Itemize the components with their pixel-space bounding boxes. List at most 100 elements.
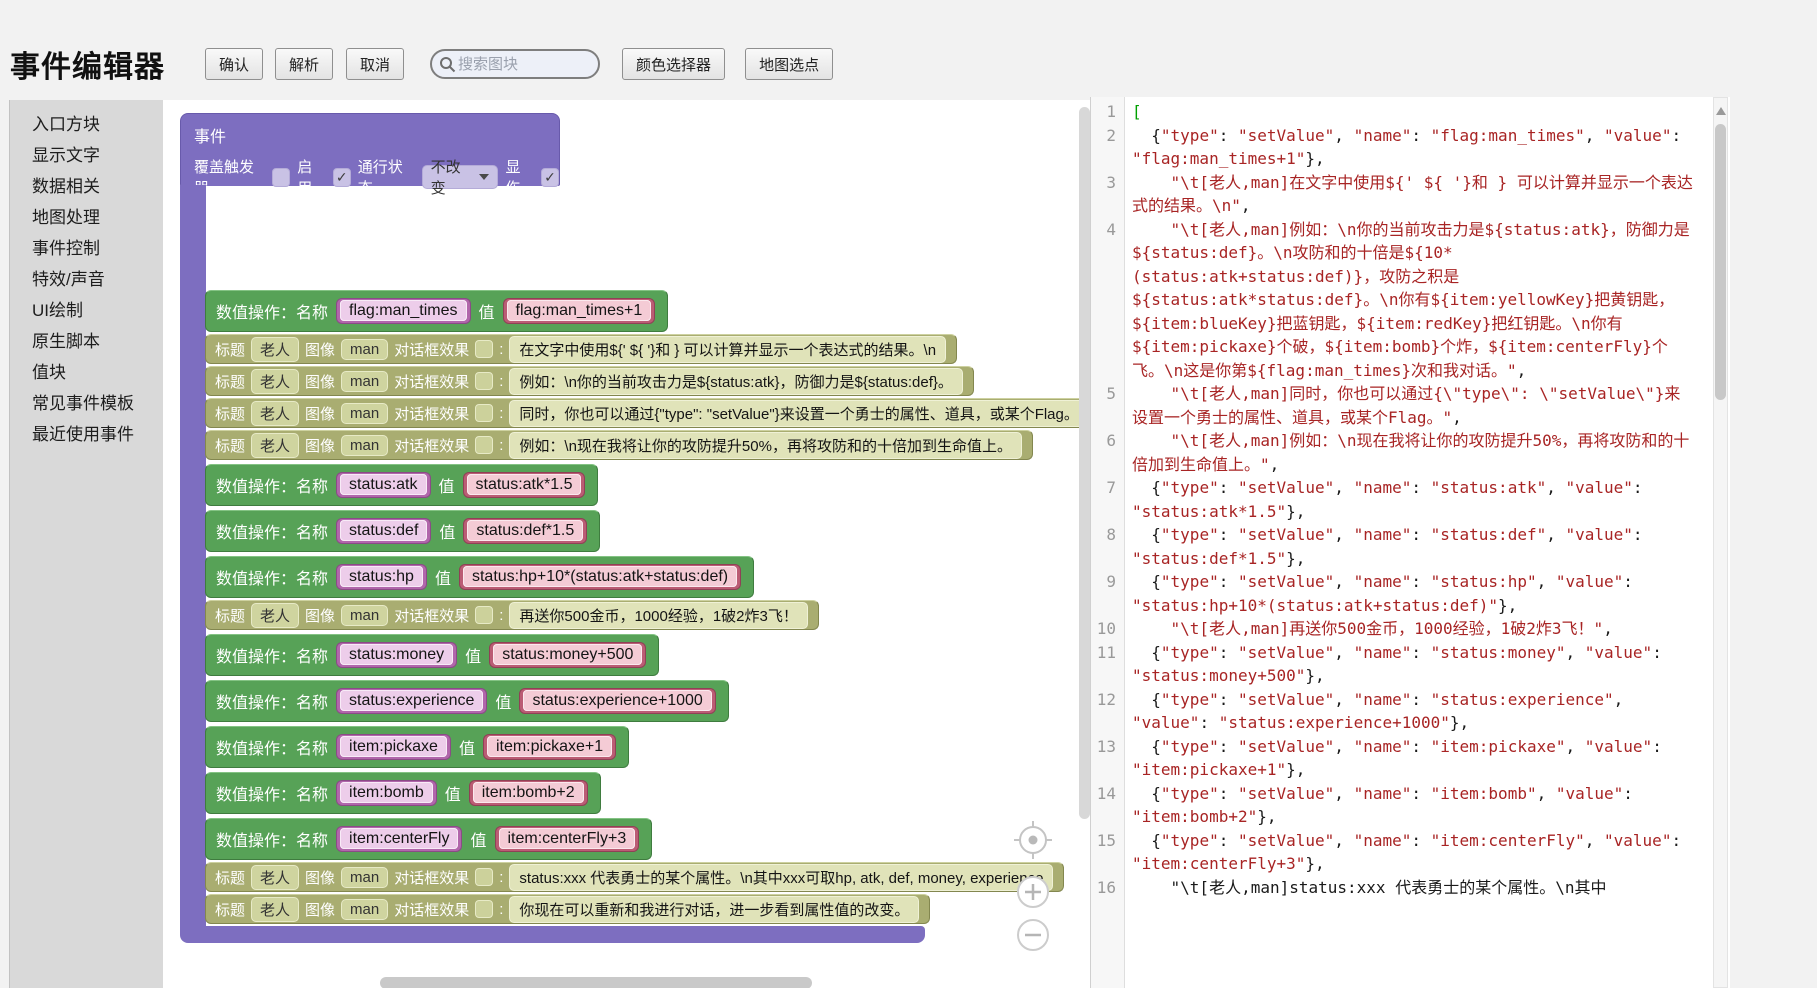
- code-line[interactable]: 9 {"type": "setValue", "name": "status:h…: [1091, 570, 1693, 617]
- workspace-horizontal-scrollbar[interactable]: [380, 977, 812, 988]
- setvalue-block[interactable]: 数值操作：名称 status:money 值 status:money+500: [205, 634, 660, 676]
- name-chip[interactable]: item:pickaxe: [336, 734, 451, 760]
- value-chip[interactable]: item:bomb+2: [468, 780, 588, 806]
- code-editor[interactable]: 1[2 {"type": "setValue", "name": "flag:m…: [1090, 97, 1730, 988]
- setvalue-block[interactable]: 数值操作：名称 flag:man_times 值 flag:man_times+1: [205, 290, 669, 332]
- speaker-field[interactable]: 老人: [251, 432, 300, 458]
- setvalue-block[interactable]: 数值操作：名称 status:def 值 status:def*1.5: [205, 510, 601, 552]
- setvalue-block[interactable]: 数值操作：名称 item:bomb 值 item:bomb+2: [205, 772, 601, 814]
- code-line[interactable]: 14 {"type": "setValue", "name": "item:bo…: [1091, 782, 1693, 829]
- code-text[interactable]: "\t[老人,man]例如：\n你的当前攻击力是${status:atk}，防御…: [1132, 219, 1690, 380]
- zoom-in-button[interactable]: [1017, 876, 1049, 908]
- sidebar-item[interactable]: 入口方块: [32, 115, 100, 134]
- name-field[interactable]: status:hp: [340, 566, 423, 587]
- effect-checkbox[interactable]: [475, 340, 494, 358]
- code-scrollbar-thumb[interactable]: [1715, 124, 1726, 400]
- value-field[interactable]: flag:man_times+1: [506, 300, 652, 321]
- code-line[interactable]: 4 "\t[老人,man]例如：\n你的当前攻击力是${status:atk}，…: [1091, 218, 1693, 383]
- speaker-field[interactable]: 老人: [251, 896, 300, 922]
- checkbox[interactable]: [272, 167, 291, 187]
- dialog-text-field[interactable]: 例如：\n现在我将让你的攻防提升50%，再将攻防和的十倍加到生命值上。: [509, 431, 1022, 459]
- workspace-vertical-scrollbar[interactable]: [1079, 107, 1090, 819]
- value-chip[interactable]: status:experience+1000: [519, 688, 716, 714]
- dialog-text-field[interactable]: 例如：\n你的当前攻击力是${status:atk}，防御力是${status:…: [509, 367, 963, 395]
- image-field[interactable]: man: [341, 434, 389, 456]
- checkbox-checked[interactable]: ✓: [332, 167, 351, 187]
- name-field[interactable]: status:def: [340, 520, 428, 541]
- color-picker-button[interactable]: 颜色选择器: [622, 48, 726, 80]
- checkbox-checked[interactable]: ✓: [540, 167, 559, 187]
- name-chip[interactable]: status:money: [336, 642, 458, 668]
- code-text[interactable]: "\t[老人,man]例如：\n现在我将让你的攻防提升50%，再将攻防和的十倍加…: [1132, 431, 1690, 474]
- value-chip[interactable]: flag:man_times+1: [502, 298, 656, 324]
- map-pick-button[interactable]: 地图选点: [745, 48, 834, 80]
- speaker-field[interactable]: 老人: [251, 368, 300, 394]
- code-text[interactable]: "\t[老人,man]同时，你也可以通过{\"type\": \"setValu…: [1132, 384, 1681, 427]
- sidebar-item[interactable]: 数据相关: [32, 177, 100, 196]
- value-chip[interactable]: status:hp+10*(status:atk+status:def): [458, 564, 742, 590]
- search-input[interactable]: [456, 54, 571, 74]
- value-chip[interactable]: status:atk*1.5: [462, 472, 586, 498]
- dialog-text-field[interactable]: 在文字中使用${' ${ '}和 } 可以计算并显示一个表达式的结果。\n: [509, 335, 947, 363]
- name-field[interactable]: item:bomb: [340, 782, 433, 803]
- value-field[interactable]: status:experience+1000: [523, 690, 712, 711]
- code-text[interactable]: {"type": "setValue", "name": "status:atk…: [1132, 478, 1653, 521]
- value-field[interactable]: item:bomb+2: [472, 782, 584, 803]
- sidebar-item[interactable]: 最近使用事件: [32, 425, 134, 444]
- sidebar-item[interactable]: 原生脚本: [32, 332, 100, 351]
- code-line[interactable]: 5 "\t[老人,man]同时，你也可以通过{\"type\": \"setVa…: [1091, 382, 1693, 429]
- code-text[interactable]: {"type": "setValue", "name": "status:mon…: [1132, 642, 1672, 686]
- code-text[interactable]: "\t[老人,man]status:xxx 代表勇士的某个属性。\n其中: [1132, 877, 1607, 897]
- image-field[interactable]: man: [341, 866, 389, 888]
- code-text[interactable]: {"type": "setValue", "name": "status:def…: [1132, 525, 1653, 568]
- setvalue-block[interactable]: 数值操作：名称 status:experience 值 status:experien…: [205, 680, 729, 722]
- code-text[interactable]: "\t[老人,man]再送你500金币，1000经验，1破2炸3飞！",: [1170, 619, 1613, 638]
- code-line[interactable]: 16 "\t[老人,man]status:xxx 代表勇士的某个属性。\n其中: [1091, 876, 1693, 900]
- name-field[interactable]: item:centerFly: [340, 828, 459, 849]
- sidebar-item[interactable]: 显示文字: [32, 146, 100, 165]
- search-box[interactable]: [430, 49, 601, 79]
- name-field[interactable]: status:atk: [340, 474, 427, 495]
- code-line[interactable]: 1[: [1091, 100, 1693, 124]
- dialog-text-block[interactable]: 标题 老人 图像 man 对话框效果: 同时，你也可以通过{"type": "setVal…: [205, 398, 1090, 428]
- dialog-text-block[interactable]: 标题 老人 图像 man 对话框效果: 再送你500金币，1000经验，1破2炸3飞！: [205, 600, 819, 630]
- dropdown-field[interactable]: 不改变: [421, 159, 499, 197]
- name-field[interactable]: status:money: [340, 644, 454, 665]
- code-text[interactable]: {"type": "setValue", "name": "status:exp…: [1132, 689, 1633, 733]
- code-line[interactable]: 8 {"type": "setValue", "name": "status:d…: [1091, 523, 1693, 570]
- code-text[interactable]: {"type": "setValue", "name": "item:picka…: [1132, 736, 1672, 780]
- dialog-text-field[interactable]: status:xxx 代表勇士的某个属性。\n其中xxx可取hp, atk, d…: [509, 863, 1054, 891]
- name-chip[interactable]: flag:man_times: [336, 298, 471, 324]
- effect-checkbox[interactable]: [475, 436, 494, 454]
- setvalue-block[interactable]: 数值操作：名称 item:centerFly 值 item:centerFly+3: [205, 818, 653, 860]
- name-chip[interactable]: status:hp: [336, 564, 427, 590]
- dialog-text-block[interactable]: 标题 老人 图像 man 对话框效果: 例如：\n现在我将让你的攻防提升50%，再将攻防和…: [205, 430, 1033, 460]
- sidebar-item[interactable]: 事件控制: [32, 239, 100, 258]
- code-text[interactable]: "\t[老人,man]在文字中使用${' ${ '}和 } 可以计算并显示一个表…: [1132, 172, 1693, 216]
- zoom-out-button[interactable]: [1017, 919, 1049, 951]
- name-chip[interactable]: status:def: [336, 518, 432, 544]
- cancel-button[interactable]: 取消: [346, 48, 405, 80]
- zoom-reset-button[interactable]: [1014, 821, 1052, 859]
- value-field[interactable]: status:hp+10*(status:atk+status:def): [462, 566, 738, 587]
- code-text[interactable]: {"type": "setValue", "name": "flag:man_t…: [1132, 125, 1691, 169]
- sidebar-item[interactable]: 值块: [32, 363, 66, 382]
- image-field[interactable]: man: [341, 402, 389, 424]
- code-line[interactable]: 13 {"type": "setValue", "name": "item:pi…: [1091, 735, 1693, 782]
- effect-checkbox[interactable]: [475, 868, 494, 886]
- dialog-text-field[interactable]: 同时，你也可以通过{"type": "setValue"}来设置一个勇士的属性、…: [509, 399, 1089, 427]
- name-field[interactable]: status:experience: [340, 690, 484, 711]
- confirm-button[interactable]: 确认: [205, 48, 264, 80]
- dialog-text-block[interactable]: 标题 老人 图像 man 对话框效果: 在文字中使用${' ${ '}和 } 可以计算并显…: [205, 334, 958, 364]
- name-chip[interactable]: item:bomb: [336, 780, 437, 806]
- code-line[interactable]: 11 {"type": "setValue", "name": "status:…: [1091, 641, 1693, 688]
- value-chip[interactable]: item:pickaxe+1: [482, 734, 617, 760]
- parse-button[interactable]: 解析: [275, 48, 334, 80]
- code-scrollbar[interactable]: [1713, 97, 1728, 988]
- name-field[interactable]: item:pickaxe: [340, 736, 447, 757]
- code-line[interactable]: 2 {"type": "setValue", "name": "flag:man…: [1091, 124, 1693, 171]
- image-field[interactable]: man: [341, 338, 389, 360]
- name-chip[interactable]: item:centerFly: [336, 826, 463, 852]
- code-text[interactable]: [: [1132, 102, 1142, 121]
- setvalue-block[interactable]: 数值操作：名称 item:pickaxe 值 item:pickaxe+1: [205, 726, 630, 768]
